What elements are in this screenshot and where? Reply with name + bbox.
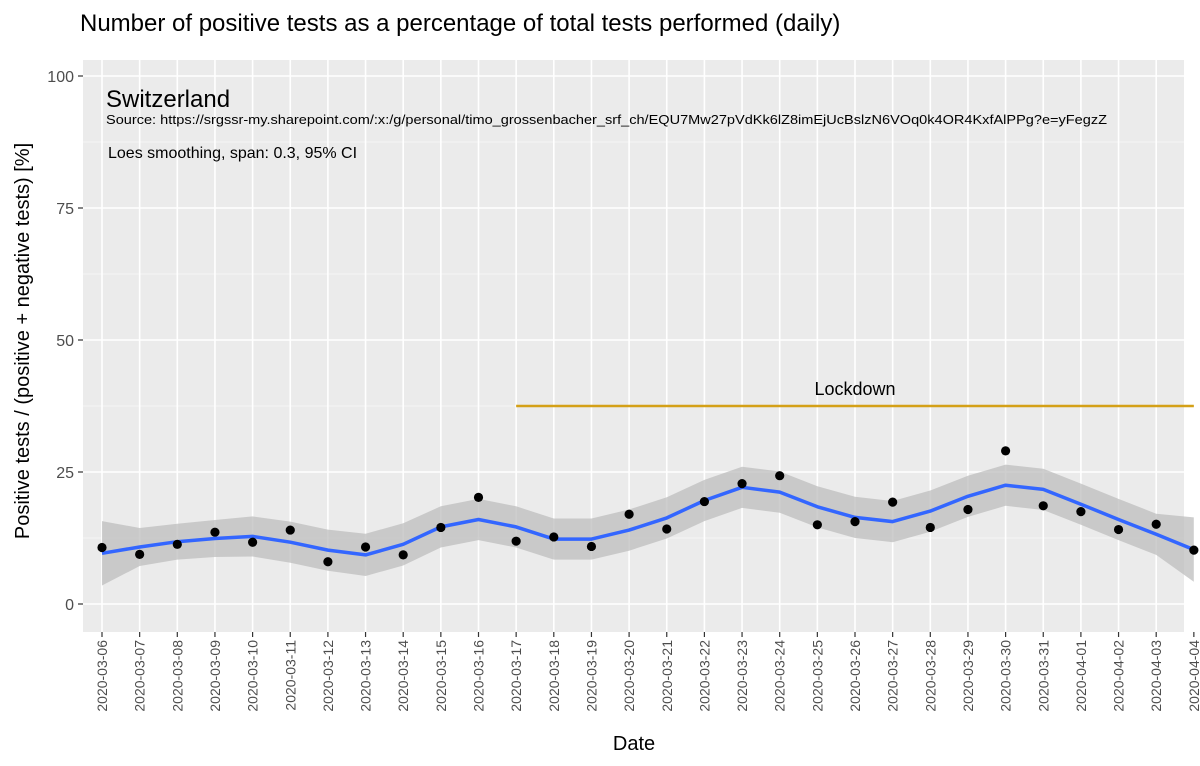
points-group (97, 446, 1199, 567)
data-point (135, 549, 145, 559)
x-tick-label: 2020-03-28 (922, 640, 938, 712)
x-tick-label: 2020-03-14 (395, 640, 411, 712)
y-axis: 0 25 50 75 100 (47, 69, 83, 614)
data-point (511, 536, 521, 546)
data-point (812, 520, 822, 530)
x-tick-label: 2020-03-27 (885, 640, 901, 712)
x-tick-label: 2020-03-31 (1035, 640, 1051, 712)
data-point (775, 471, 785, 481)
x-tick-label: 2020-03-16 (471, 640, 487, 712)
x-axis-title: Date (613, 733, 655, 755)
x-tick-label: 2020-03-08 (169, 640, 185, 712)
data-point (1076, 507, 1086, 517)
chart-title: Number of positive tests as a percentage… (80, 10, 840, 37)
x-tick-label: 2020-03-22 (696, 640, 712, 712)
data-point (963, 504, 973, 515)
x-tick-label: 2020-03-12 (320, 640, 336, 712)
data-point (323, 557, 333, 567)
data-point (699, 496, 710, 507)
data-point (737, 479, 747, 489)
data-point (624, 509, 634, 519)
data-point (888, 497, 898, 507)
data-point (925, 522, 935, 533)
data-point (97, 542, 107, 553)
y-tick-label: 25 (56, 465, 74, 482)
y-tick-label: 0 (65, 597, 74, 614)
x-tick-label: 2020-03-20 (621, 640, 637, 712)
data-point (1001, 446, 1011, 456)
x-tick-label: 2020-03-09 (207, 640, 223, 712)
y-tick-label: 100 (47, 69, 74, 86)
data-point (360, 542, 371, 552)
x-tick-label: 2020-03-26 (847, 640, 863, 712)
x-tick-label: 2020-03-23 (734, 640, 750, 712)
y-axis-title: Positive tests / (positive + negative te… (12, 143, 34, 539)
data-point (210, 527, 220, 537)
x-tick-label: 2020-04-02 (1111, 640, 1127, 712)
x-tick-label: 2020-04-03 (1148, 640, 1164, 712)
annotation-smoothing: Loes smoothing, span: 0.3, 95% CI (108, 145, 357, 162)
lockdown-label: Lockdown (814, 379, 895, 399)
data-point (1113, 524, 1124, 535)
data-point (398, 550, 408, 560)
x-tick-label: 2020-04-01 (1073, 640, 1089, 712)
smooth-line-group (101, 483, 1195, 557)
x-tick-label: 2020-03-17 (508, 640, 524, 712)
data-point (850, 517, 860, 527)
x-tick-label: 2020-03-18 (546, 640, 562, 712)
annotation-country: Switzerland (106, 86, 230, 113)
data-point (436, 522, 446, 533)
data-point (662, 524, 672, 534)
x-tick-label: 2020-03-19 (584, 640, 600, 712)
y-tick-label: 75 (56, 201, 74, 218)
lockdown-group: Lockdown (516, 379, 1194, 408)
x-tick-label: 2020-03-25 (809, 640, 825, 712)
y-tick-label: 50 (56, 333, 74, 350)
data-point (285, 525, 295, 535)
data-point (1189, 545, 1199, 555)
data-point (473, 492, 484, 502)
annotation-source: Source: https://srgssr-my.sharepoint.com… (106, 113, 1107, 127)
x-tick-label: 2020-03-15 (433, 640, 449, 712)
x-tick-label: 2020-03-29 (960, 640, 976, 712)
x-tick-label: 2020-03-21 (659, 640, 675, 712)
x-axis: 2020-03-06 2020-03-07 2020-03-08 2020-03-09… (94, 632, 1200, 712)
data-point (586, 541, 597, 552)
data-point (172, 539, 182, 549)
x-tick-label: 2020-04-04 (1186, 640, 1200, 712)
x-tick-label: 2020-03-10 (245, 640, 261, 712)
data-point (549, 532, 559, 542)
x-tick-label: 2020-03-07 (132, 640, 148, 712)
data-point (1038, 501, 1048, 511)
data-point (1151, 519, 1161, 529)
x-tick-label: 2020-03-11 (282, 640, 298, 711)
smooth-line (101, 483, 1195, 557)
x-tick-label: 2020-03-06 (94, 640, 110, 712)
x-tick-label: 2020-03-30 (998, 640, 1014, 712)
x-tick-label: 2020-03-13 (358, 640, 374, 712)
data-point (248, 537, 258, 547)
x-tick-label: 2020-03-24 (772, 640, 788, 712)
